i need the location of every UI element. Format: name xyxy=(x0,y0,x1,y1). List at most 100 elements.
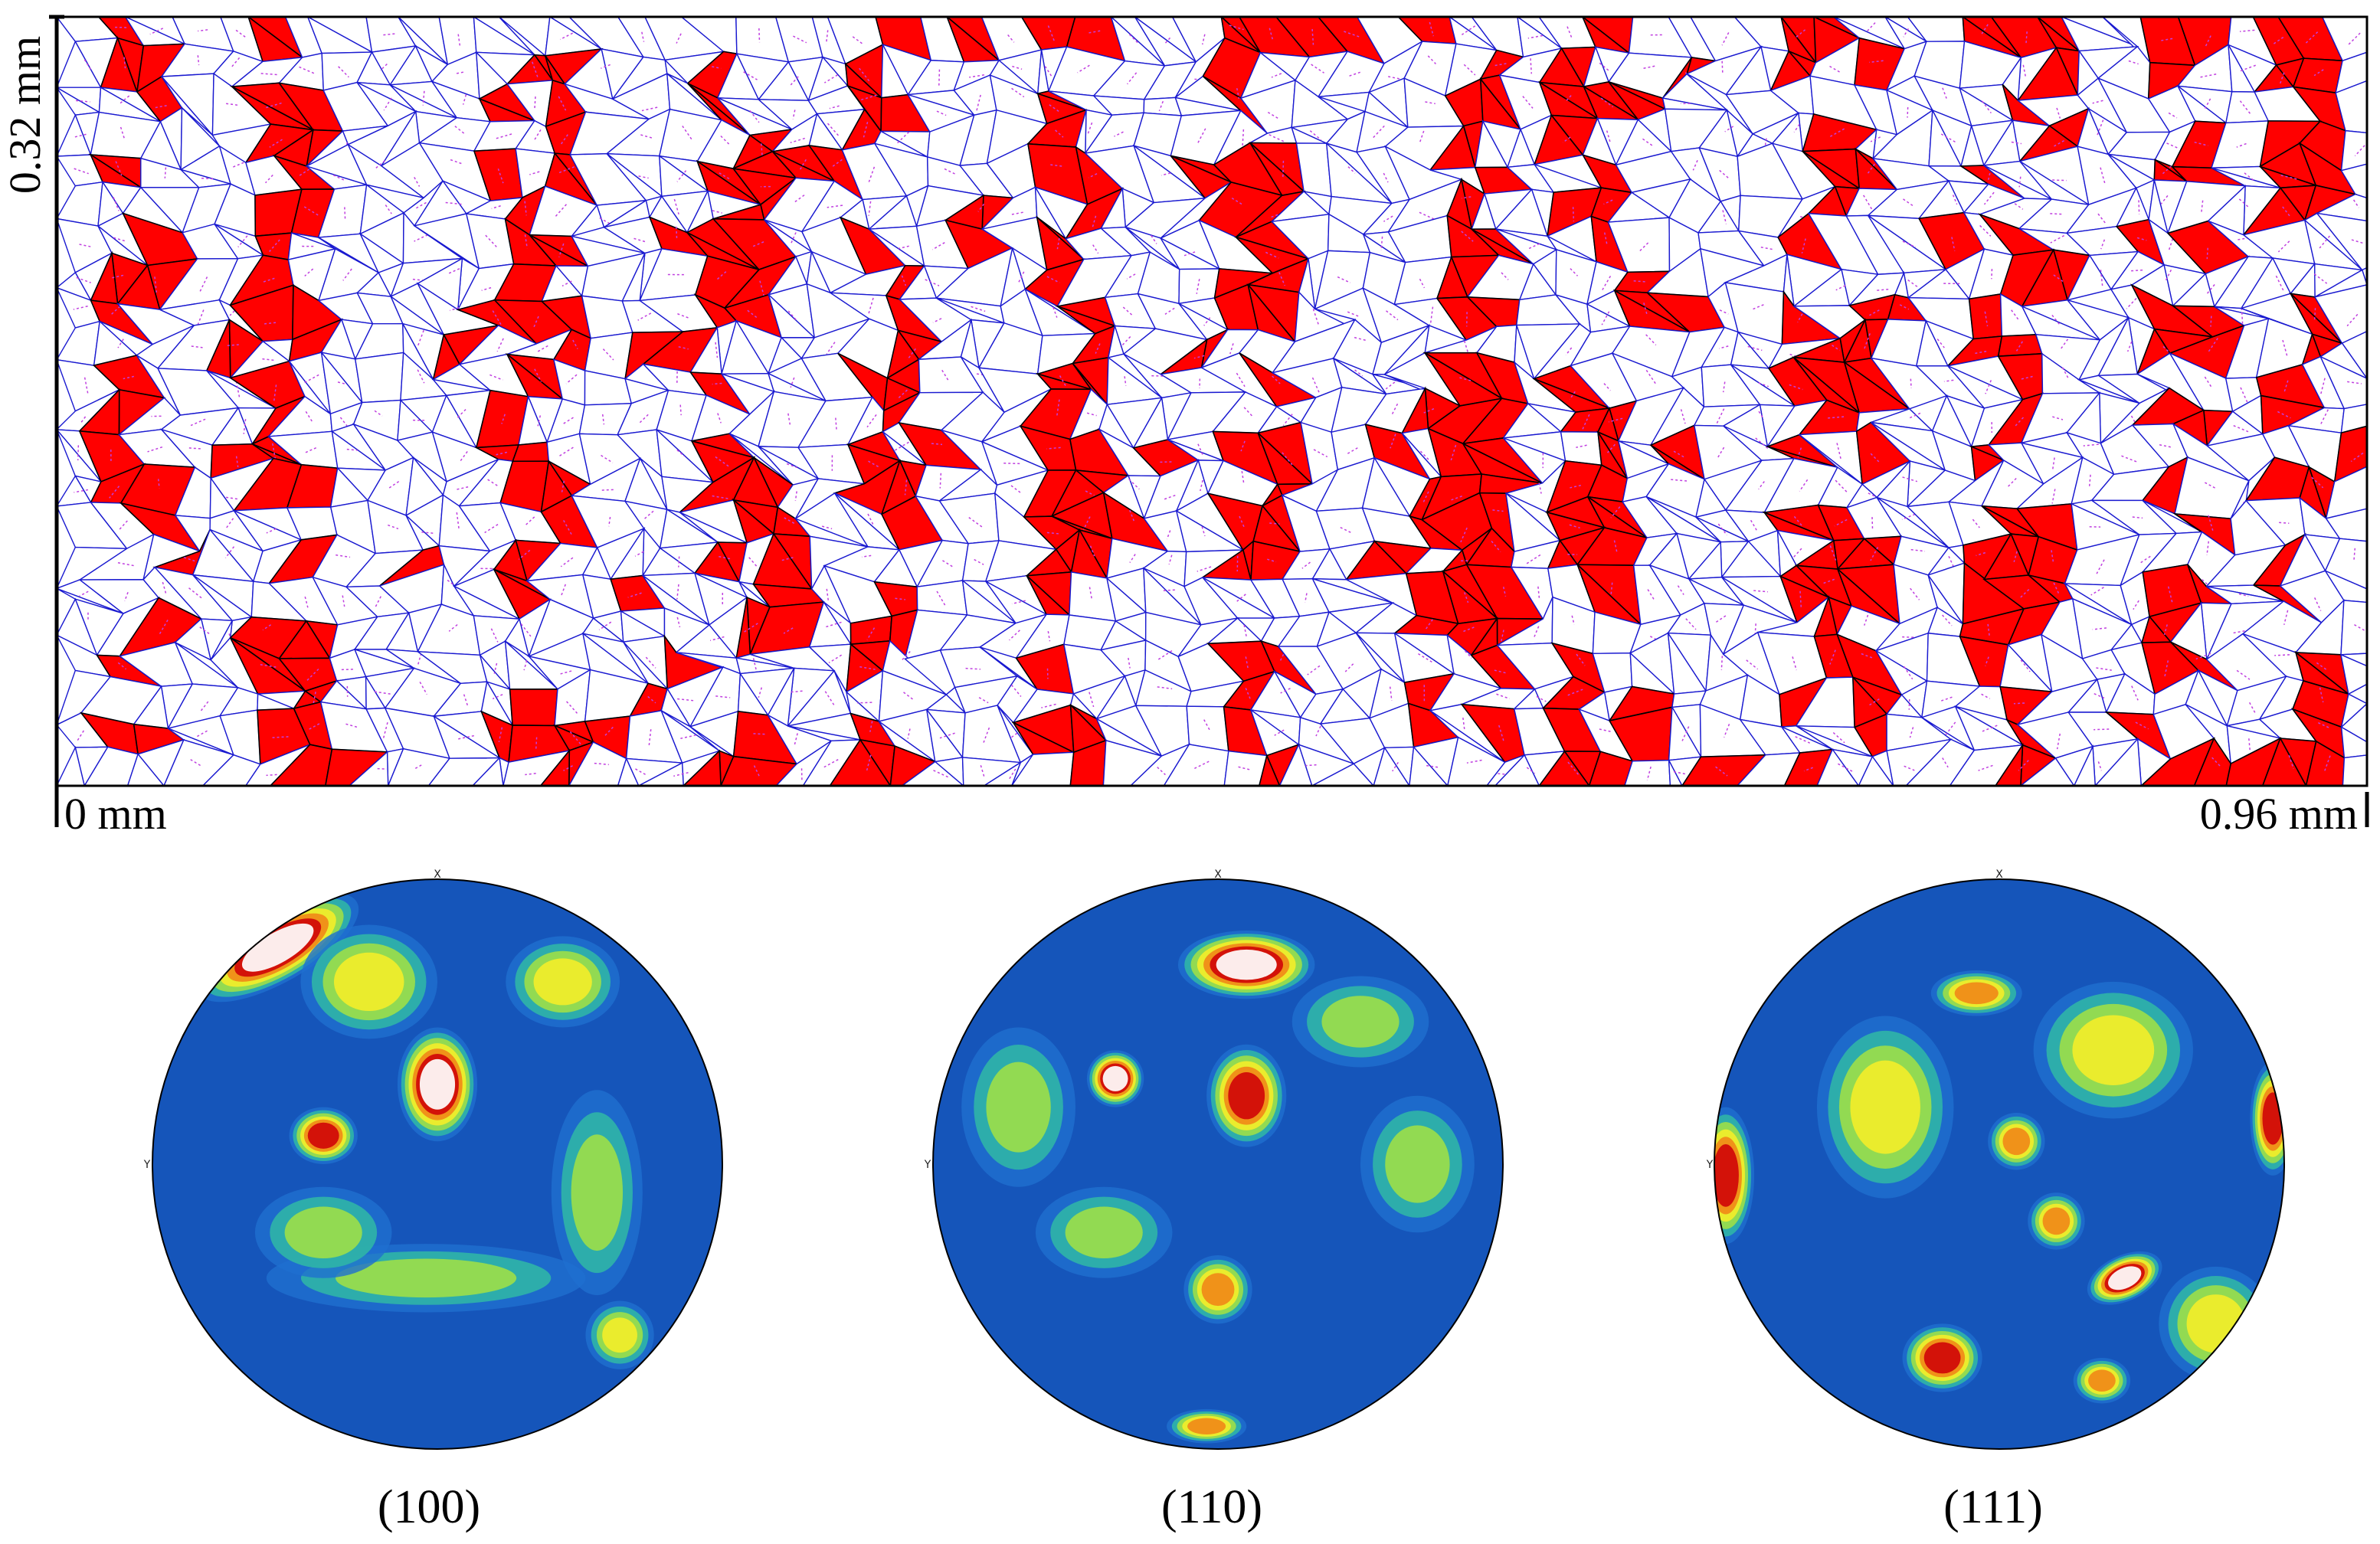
contour-level xyxy=(307,1122,339,1149)
orientation-marker xyxy=(1974,350,1987,355)
grain xyxy=(2073,744,2096,786)
orientation-marker xyxy=(1836,443,1841,460)
orientation-marker xyxy=(1392,761,1399,772)
grain xyxy=(2323,569,2367,604)
orientation-marker xyxy=(1301,561,1311,569)
orientation-marker xyxy=(1867,163,1875,174)
orientation-marker xyxy=(1201,526,1206,537)
orientation-marker xyxy=(2051,314,2061,326)
orientation-marker xyxy=(719,172,731,180)
orientation-marker xyxy=(417,329,424,347)
orientation-marker xyxy=(1274,729,1285,736)
grain-map xyxy=(55,15,2369,787)
orientation-marker xyxy=(1010,485,1022,494)
orientation-marker xyxy=(74,133,87,138)
orientation-marker xyxy=(1200,479,1203,492)
orientation-marker xyxy=(1940,133,1956,143)
orientation-marker xyxy=(1269,214,1278,219)
orientation-marker xyxy=(1059,375,1067,388)
orientation-marker xyxy=(448,268,460,274)
orientation-marker xyxy=(1151,234,1157,244)
orientation-marker xyxy=(1383,215,1393,222)
orientation-marker xyxy=(525,772,536,776)
orientation-marker xyxy=(1799,590,1802,608)
orientation-marker xyxy=(1122,306,1134,317)
orientation-marker xyxy=(868,460,880,468)
orientation-marker xyxy=(720,135,731,146)
orientation-marker xyxy=(751,241,764,247)
orientation-marker xyxy=(1940,696,1953,702)
orientation-marker xyxy=(2282,206,2290,217)
orientation-marker xyxy=(119,126,126,140)
orientation-marker xyxy=(2018,589,2030,600)
highlighted-grain xyxy=(889,744,937,786)
contour-level xyxy=(1216,949,1277,980)
orientation-marker xyxy=(2318,721,2329,728)
orientation-marker xyxy=(1498,725,1504,742)
orientation-marker xyxy=(481,286,492,291)
orientation-marker xyxy=(1565,347,1573,356)
orientation-marker xyxy=(537,415,542,427)
orientation-marker xyxy=(1870,136,1881,142)
orientation-marker xyxy=(1903,198,1914,207)
orientation-marker xyxy=(501,414,506,424)
orientation-marker xyxy=(536,345,548,353)
orientation-marker xyxy=(1603,199,1613,205)
orientation-marker xyxy=(1564,95,1572,103)
orientation-marker xyxy=(450,159,463,165)
orientation-marker xyxy=(2132,516,2143,519)
orientation-marker xyxy=(304,268,314,276)
orientation-marker xyxy=(1562,136,1571,143)
orientation-marker xyxy=(1526,767,1536,774)
grain xyxy=(83,746,139,786)
orientation-marker xyxy=(1425,619,1433,630)
orientation-marker xyxy=(2052,457,2055,469)
orientation-marker xyxy=(676,33,682,44)
orientation-marker xyxy=(119,95,130,105)
pole-figure-axis-y: Y xyxy=(1706,1159,1714,1171)
orientation-marker xyxy=(2316,662,2329,672)
orientation-marker xyxy=(743,623,758,633)
orientation-marker xyxy=(1797,313,1803,323)
grain xyxy=(2342,754,2367,786)
orientation-marker xyxy=(1007,34,1015,43)
orientation-marker xyxy=(563,520,573,535)
contour-level xyxy=(533,958,592,1006)
orientation-marker xyxy=(523,659,528,671)
orientation-marker xyxy=(974,558,984,565)
orientation-marker xyxy=(898,245,909,250)
orientation-marker xyxy=(1092,215,1097,227)
orientation-marker xyxy=(569,731,581,745)
orientation-marker xyxy=(2204,98,2211,109)
orientation-marker xyxy=(1904,765,1915,771)
orientation-marker xyxy=(1909,727,1914,738)
orientation-marker xyxy=(1018,271,1025,283)
orientation-marker xyxy=(1603,383,1611,391)
orientation-marker xyxy=(190,759,202,767)
orientation-marker xyxy=(712,210,722,214)
orientation-marker xyxy=(859,67,870,82)
orientation-marker xyxy=(1502,587,1507,597)
orientation-marker xyxy=(2313,69,2324,77)
highlighted-grain xyxy=(539,748,571,786)
orientation-marker xyxy=(600,489,614,491)
orientation-marker xyxy=(266,774,277,777)
grain xyxy=(802,739,862,786)
orientation-marker xyxy=(1304,593,1308,603)
orientation-marker xyxy=(2279,72,2285,85)
orientation-marker xyxy=(345,723,358,728)
orientation-marker xyxy=(826,588,830,603)
highlighted-grain xyxy=(720,755,798,786)
pole-figure-axis-x: X xyxy=(434,869,441,881)
orientation-marker xyxy=(2159,38,2173,42)
orientation-marker xyxy=(198,29,208,32)
orientation-marker xyxy=(1240,440,1246,452)
orientation-marker xyxy=(1008,768,1016,780)
orientation-marker xyxy=(1673,450,1686,459)
orientation-marker xyxy=(1089,545,1095,557)
pole-figure-axis-x: X xyxy=(1214,869,1222,881)
orientation-marker xyxy=(1243,624,1247,637)
orientation-marker xyxy=(1419,278,1426,289)
orientation-marker xyxy=(678,346,689,350)
orientation-marker xyxy=(1865,22,1876,33)
